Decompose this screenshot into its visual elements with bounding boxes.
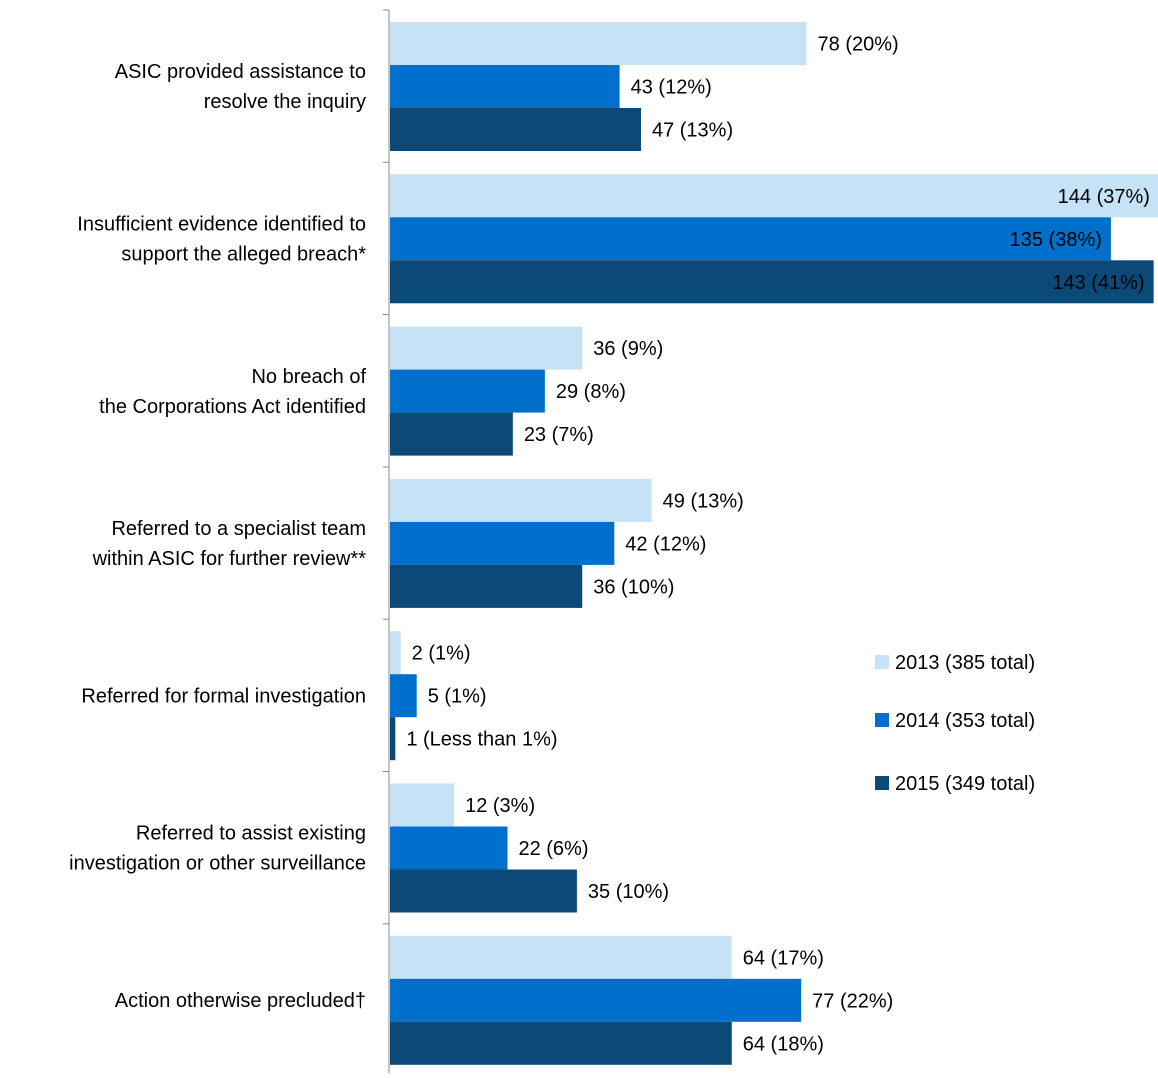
bar-asic-provided-assistance-to-resolve-the-inquiry-2013 [390,22,807,65]
legend-label: 2014 (353 total) [895,710,1035,732]
category-label: Action otherwise precluded† [115,990,366,1012]
bar-referred-to-assist-existing-investigation-or-other-surveillance-2015 [390,869,577,913]
data-label: 78 (20%) [818,34,899,56]
data-label: 64 (17%) [743,947,824,969]
data-label: 12 (3%) [465,795,535,817]
category-label: Referred to a specialist team within ASIC… [92,518,367,570]
category-label: ASIC provided assistance to resolve the i… [115,61,366,113]
bar-referred-to-a-specialist-team-within-asic-for-further-review-2013 [390,478,652,522]
data-label: 22 (6%) [518,838,588,860]
data-label: 23 (7%) [524,424,594,446]
bar-action-otherwise-precluded-2014 [390,978,802,1022]
bar-asic-provided-assistance-to-resolve-the-inquiry-2015 [390,108,641,151]
bar-referred-for-formal-investigation-2013 [390,631,401,675]
data-label: 2 (1%) [412,643,471,665]
bar-insufficient-evidence-identified-to-support-the-alleged-breach-2013 [390,174,1158,218]
data-label: 42 (12%) [625,533,706,555]
category-label: Referred for formal investigation [81,685,366,707]
legend-label: 2013 (385 total) [895,652,1035,674]
bar-action-otherwise-precluded-2015 [390,1021,732,1065]
legend-swatch [875,776,889,790]
bar-insufficient-evidence-identified-to-support-the-alleged-breach-2014 [390,217,1111,261]
data-label: 35 (10%) [588,881,669,903]
data-label: 43 (12%) [631,77,712,99]
bar-insufficient-evidence-identified-to-support-the-alleged-breach-2015 [390,260,1154,304]
bar-referred-to-assist-existing-investigation-or-other-surveillance-2014 [390,826,508,870]
data-label: 36 (10%) [593,576,674,598]
legend-label: 2015 (349 total) [895,773,1035,795]
category-label: Insufficient evidence identified to suppo… [77,213,366,265]
bar-referred-to-a-specialist-team-within-asic-for-further-review-2014 [390,521,615,565]
data-label: 5 (1%) [428,686,487,708]
data-label: 144 (37%) [1058,186,1150,208]
bar-referred-to-a-specialist-team-within-asic-for-further-review-2015 [390,564,583,608]
data-label: 1 (Less than 1%) [406,729,557,751]
bar-no-breach-of-the-corporations-act-identified-2013 [390,326,583,370]
bar-no-breach-of-the-corporations-act-identified-2014 [390,369,545,413]
category-label: No breach of the Corporations Act identif… [99,366,366,418]
bar-no-breach-of-the-corporations-act-identified-2015 [390,412,513,456]
data-label: 49 (13%) [663,490,744,512]
bar-referred-to-assist-existing-investigation-or-other-surveillance-2013 [390,783,455,827]
legend-swatch [875,655,889,669]
data-label: 64 (18%) [743,1033,824,1055]
category-label: Referred to assist existing investigation… [69,823,366,875]
legend-swatch [875,713,889,727]
data-label: 143 (41%) [1052,272,1144,294]
data-label: 47 (13%) [652,120,733,142]
bar-asic-provided-assistance-to-resolve-the-inquiry-2014 [390,65,620,108]
data-label: 36 (9%) [593,338,663,360]
bar-action-otherwise-precluded-2013 [390,935,732,979]
data-label: 29 (8%) [556,381,626,403]
bar-referred-for-formal-investigation-2014 [390,674,417,718]
bar-referred-for-formal-investigation-2015 [390,717,396,761]
data-label: 135 (38%) [1010,229,1102,251]
data-label: 77 (22%) [812,990,893,1012]
